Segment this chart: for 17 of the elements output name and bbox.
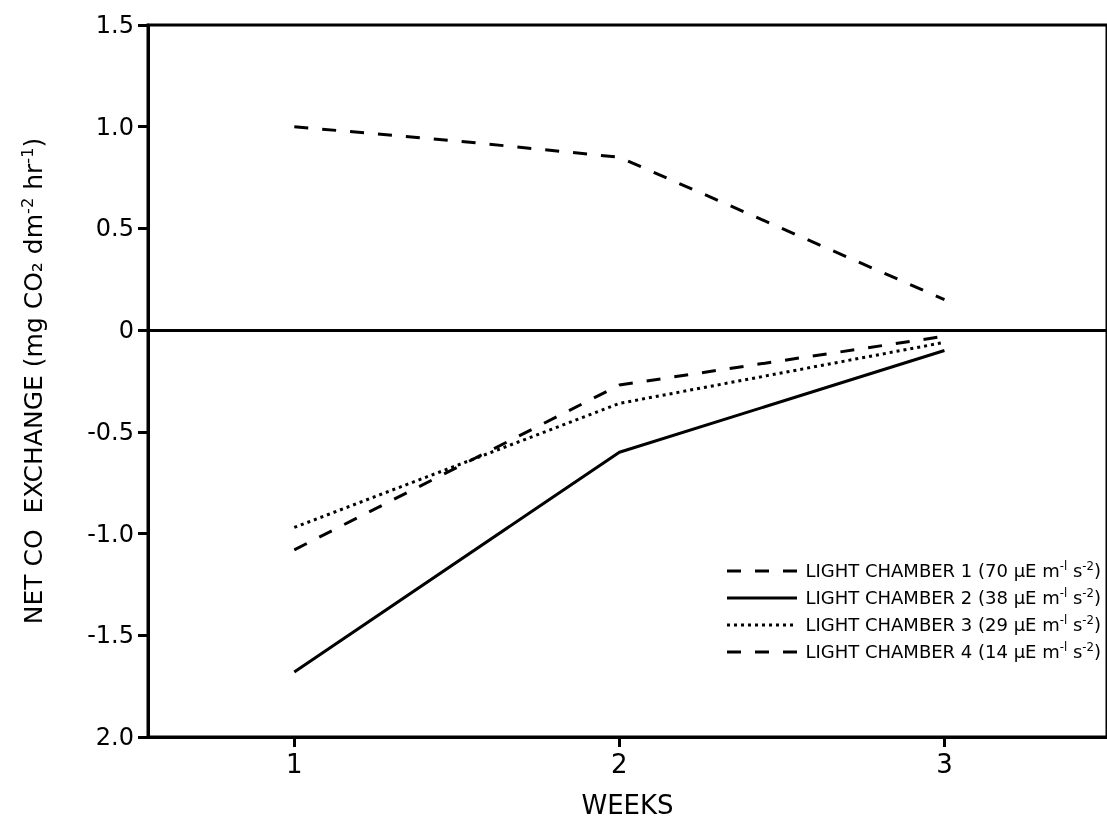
x-tick-label: 2 — [611, 749, 628, 779]
legend-label: LIGHT CHAMBER 1 (70 µE m$^{-l}$ s$^{-2}$) — [805, 558, 1101, 583]
legend-label: LIGHT CHAMBER 2 (38 µE m$^{-l}$ s$^{-2}$) — [805, 585, 1101, 610]
y-tick-label: 0 — [118, 316, 134, 345]
x-axis-title: WEEKS — [581, 790, 674, 820]
y-tick-label: 0.5 — [95, 214, 134, 243]
y-tick-label: -1.5 — [87, 621, 134, 650]
x-tick-label: 3 — [936, 749, 953, 779]
y-tick-label: 2.0 — [95, 723, 134, 751]
y-tick-label: 1.5 — [95, 11, 134, 39]
x-tick-label: 1 — [286, 749, 303, 779]
legend-label: LIGHT CHAMBER 3 (29 µE m$^{-l}$ s$^{-2}$) — [805, 612, 1101, 637]
y-axis-title: NET CO EXCHANGE (mg CO₂ dm-2 hr-1) — [18, 137, 49, 625]
y-tick-label: -1.0 — [87, 519, 134, 548]
y-tick-label: 1.0 — [95, 112, 134, 141]
legend-label: LIGHT CHAMBER 4 (14 µE m$^{-l}$ s$^{-2}$) — [805, 639, 1101, 664]
y-tick-label: -0.5 — [87, 417, 134, 446]
